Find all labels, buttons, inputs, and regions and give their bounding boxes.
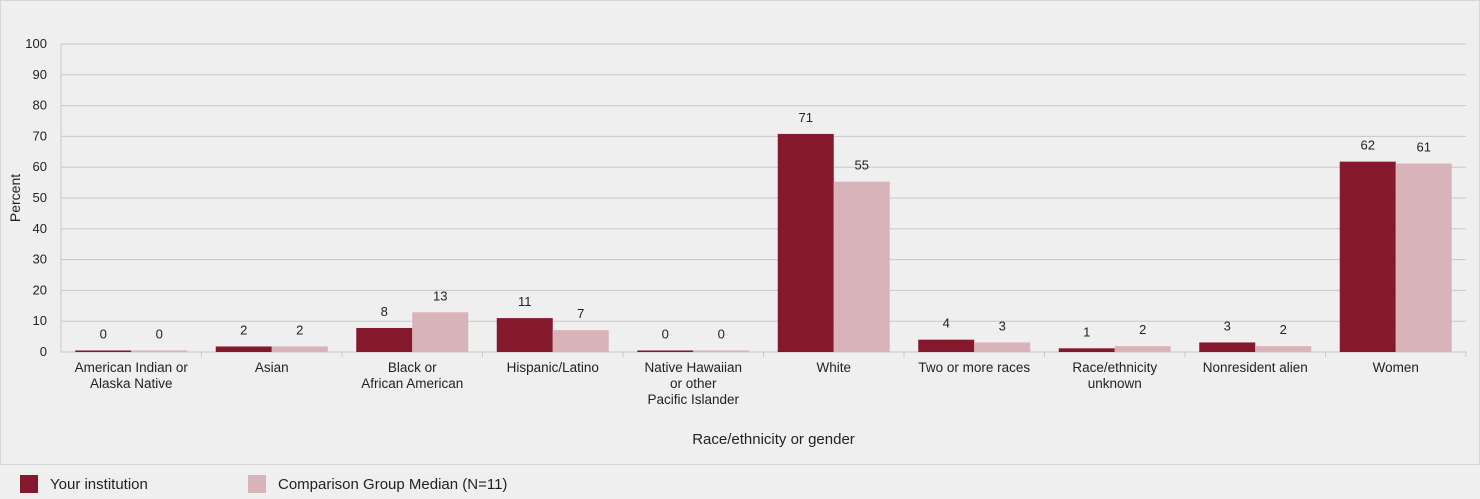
bar bbox=[1114, 346, 1171, 352]
bar bbox=[1058, 348, 1115, 352]
data-label: 8 bbox=[381, 304, 388, 319]
legend-item-comparison-median: Comparison Group Median (N=11) bbox=[248, 475, 507, 493]
data-label: 0 bbox=[100, 326, 107, 341]
x-tick-label: Asian bbox=[255, 360, 289, 375]
data-label: 55 bbox=[855, 158, 869, 173]
y-tick-label: 50 bbox=[33, 190, 47, 205]
data-label: 2 bbox=[240, 322, 247, 337]
data-label: 2 bbox=[1139, 322, 1146, 337]
y-tick-label: 90 bbox=[33, 67, 47, 82]
x-tick-label: Native Hawaiian bbox=[644, 360, 742, 375]
y-tick-label: 100 bbox=[25, 36, 47, 51]
bar bbox=[693, 350, 750, 352]
data-label: 61 bbox=[1417, 140, 1431, 155]
data-label: 2 bbox=[296, 322, 303, 337]
legend-swatch-your-institution bbox=[20, 475, 38, 493]
data-label: 0 bbox=[156, 326, 163, 341]
bar bbox=[974, 342, 1031, 352]
bar bbox=[215, 346, 272, 352]
x-tick-label: Nonresident alien bbox=[1203, 360, 1308, 375]
bar bbox=[1199, 342, 1256, 352]
legend-item-your-institution: Your institution bbox=[20, 475, 148, 493]
x-tick-label: Women bbox=[1373, 360, 1419, 375]
legend-label-your-institution: Your institution bbox=[50, 475, 148, 493]
y-tick-label: 30 bbox=[33, 252, 47, 267]
chart-frame bbox=[0, 0, 1480, 465]
data-label: 0 bbox=[662, 326, 669, 341]
data-label: 3 bbox=[999, 318, 1006, 333]
x-tick-label: White bbox=[816, 360, 851, 375]
data-label: 2 bbox=[1280, 322, 1287, 337]
bar bbox=[552, 330, 609, 352]
y-axis-title: Percent bbox=[7, 174, 23, 222]
x-tick-label: Two or more races bbox=[918, 360, 1030, 375]
bar bbox=[75, 350, 132, 352]
data-label: 62 bbox=[1361, 138, 1375, 153]
bar bbox=[918, 339, 975, 352]
x-tick-label: Black or bbox=[388, 360, 437, 375]
x-tick-label: Alaska Native bbox=[90, 376, 173, 391]
data-label: 71 bbox=[799, 110, 813, 125]
bar bbox=[271, 346, 328, 352]
bar bbox=[496, 318, 553, 352]
legend-swatch-comparison-median bbox=[248, 475, 266, 493]
bar bbox=[131, 350, 188, 352]
bar bbox=[356, 327, 413, 352]
x-tick-label: African American bbox=[361, 376, 463, 391]
bar bbox=[833, 181, 890, 352]
bar bbox=[1255, 346, 1312, 352]
bar bbox=[1339, 161, 1396, 352]
x-tick-label: Race/ethnicity bbox=[1072, 360, 1157, 375]
x-tick-label: Hispanic/Latino bbox=[507, 360, 599, 375]
bar bbox=[777, 133, 834, 352]
y-tick-label: 0 bbox=[40, 344, 47, 359]
y-tick-label: 40 bbox=[33, 221, 47, 236]
x-tick-label: American Indian or bbox=[75, 360, 189, 375]
bar-chart: 0102030405060708090100PercentRace/ethnic… bbox=[7, 36, 1467, 448]
y-tick-label: 80 bbox=[33, 98, 47, 113]
data-label: 3 bbox=[1224, 318, 1231, 333]
data-label: 11 bbox=[518, 294, 532, 309]
data-label: 1 bbox=[1083, 324, 1090, 339]
y-tick-label: 60 bbox=[33, 159, 47, 174]
legend-label-comparison-median: Comparison Group Median (N=11) bbox=[278, 475, 508, 493]
bar bbox=[412, 312, 469, 352]
y-tick-label: 10 bbox=[33, 313, 47, 328]
legend: Your institution Comparison Group Median… bbox=[0, 465, 1480, 499]
x-tick-label: unknown bbox=[1088, 376, 1142, 391]
y-tick-label: 70 bbox=[33, 128, 47, 143]
bar bbox=[1395, 163, 1452, 352]
x-tick-label: or other bbox=[670, 376, 717, 391]
x-tick-label: Pacific Islander bbox=[647, 392, 739, 407]
data-label: 7 bbox=[577, 306, 584, 321]
x-axis-title: Race/ethnicity or gender bbox=[692, 431, 855, 448]
data-label: 13 bbox=[433, 288, 447, 303]
bar bbox=[637, 350, 694, 352]
y-tick-label: 20 bbox=[33, 282, 47, 297]
data-label: 0 bbox=[718, 326, 725, 341]
data-label: 4 bbox=[943, 316, 950, 331]
